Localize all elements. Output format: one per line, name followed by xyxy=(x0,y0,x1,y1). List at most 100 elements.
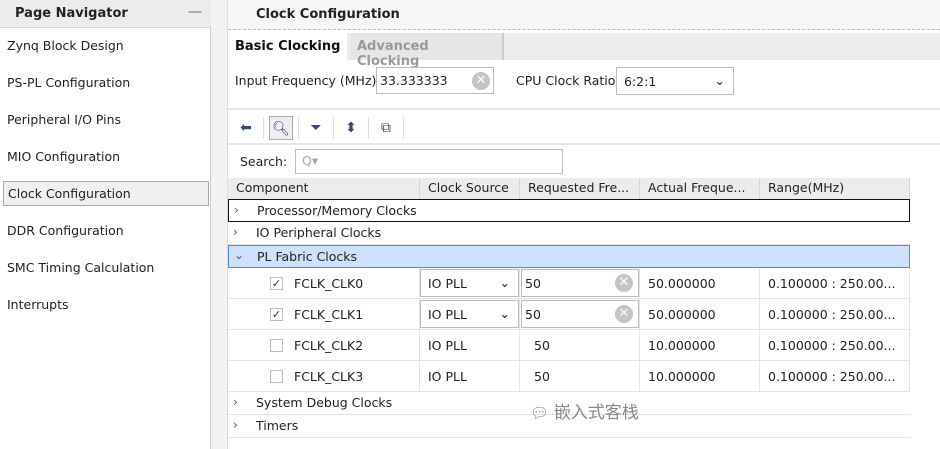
table-row[interactable]: ✓ FCLK_CLK0 IO PLL ⌄ 50 ✕ 50.000000 0.1000… xyxy=(228,268,910,299)
navigator-title: Page Navigator xyxy=(15,6,128,21)
chevron-right-icon: › xyxy=(234,203,239,217)
clock-source-value: IO PLL xyxy=(428,368,467,384)
requested-frequency-value: 50 xyxy=(534,337,550,353)
actual-frequency: 10.000000 xyxy=(640,330,760,360)
requested-frequency-cell[interactable]: 50 ✕ xyxy=(520,299,640,329)
group-row-timers[interactable]: › Timers xyxy=(228,415,910,438)
enable-checkbox[interactable]: ✓ xyxy=(270,277,283,290)
input-frequency-value: 33.333333 xyxy=(380,73,448,88)
requested-frequency-cell: 50 xyxy=(520,330,640,360)
table-row[interactable]: ✓ FCLK_CLK1 IO PLL ⌄ 50 ✕ 50.000000 0.1000… xyxy=(228,299,910,330)
table-header: Component Clock Source Requested Fre... … xyxy=(228,178,910,199)
group-row-system-debug[interactable]: › System Debug Clocks xyxy=(228,392,910,415)
tab-basic-clocking[interactable]: Basic Clocking xyxy=(228,33,348,60)
range: 0.100000 : 250.00... xyxy=(760,268,910,298)
requested-frequency-cell[interactable]: 50 ✕ xyxy=(520,268,640,298)
group-row-io-peripheral[interactable]: › IO Peripheral Clocks xyxy=(228,222,910,245)
input-frequency-label: Input Frequency (MHz) xyxy=(235,73,377,88)
table-row[interactable]: FCLK_CLK2 IO PLL 50 10.000000 0.100000 :… xyxy=(228,330,910,361)
cpu-ratio-value: 6:2:1 xyxy=(624,74,657,89)
column-actual-frequency[interactable]: Actual Freque... xyxy=(640,178,760,199)
actual-frequency: 10.000000 xyxy=(640,361,760,391)
nav-item-mio-configuration[interactable]: MIO Configuration xyxy=(7,149,121,164)
divider xyxy=(228,108,940,110)
clock-source-cell[interactable]: IO PLL ⌄ xyxy=(420,268,520,298)
group-row-processor-memory[interactable]: › Processor/Memory Clocks xyxy=(228,199,910,222)
enable-checkbox[interactable]: ✓ xyxy=(270,308,283,321)
back-icon[interactable]: ⬅ xyxy=(240,120,252,136)
column-clock-source[interactable]: Clock Source xyxy=(420,178,520,199)
requested-frequency-cell: 50 xyxy=(520,361,640,391)
cpu-ratio-select[interactable]: 6:2:1 ⌄ xyxy=(616,67,734,95)
clock-source-select[interactable]: IO PLL ⌄ xyxy=(420,269,519,297)
collapse-all-icon[interactable]: ⏷ xyxy=(310,120,322,136)
chevron-down-icon: ⌄ xyxy=(499,275,510,290)
range: 0.100000 : 250.00... xyxy=(760,299,910,329)
minimize-icon[interactable]: — xyxy=(188,4,202,20)
nav-item-zynq-block-design[interactable]: Zynq Block Design xyxy=(7,38,124,53)
watermark: 💬︎ 嵌入式客栈 xyxy=(530,398,639,423)
nav-item-clock-configuration[interactable]: Clock Configuration xyxy=(3,181,209,206)
group-row-pl-fabric[interactable]: ⌄ PL Fabric Clocks xyxy=(228,245,910,268)
chevron-right-icon: › xyxy=(233,395,238,409)
clock-source-cell: IO PLL xyxy=(420,361,520,391)
chevron-down-icon: ⌄ xyxy=(499,306,510,321)
clock-name: FCLK_CLK2 xyxy=(294,338,364,353)
clock-config-panel: Clock Configuration Basic Clocking Advan… xyxy=(228,0,940,449)
clock-source-value: IO PLL xyxy=(428,276,467,291)
search-input[interactable]: Q▾ xyxy=(295,149,563,174)
chevron-down-icon: ⌄ xyxy=(714,73,725,88)
clock-source-cell[interactable]: IO PLL ⌄ xyxy=(420,299,520,329)
clock-source-value: IO PLL xyxy=(428,337,467,353)
requested-frequency-value: 50 xyxy=(534,368,550,384)
nav-item-ddr-configuration[interactable]: DDR Configuration xyxy=(7,223,124,238)
watermark-text: 嵌入式客栈 xyxy=(553,403,639,423)
column-requested-frequency[interactable]: Requested Fre... xyxy=(520,178,640,199)
clock-name: FCLK_CLK3 xyxy=(294,369,364,384)
component-cell: FCLK_CLK3 xyxy=(228,361,420,391)
page-navigator: Page Navigator — Zynq Block Design PS-PL… xyxy=(0,0,211,449)
group-label: PL Fabric Clocks xyxy=(257,249,358,264)
panel-header: Clock Configuration xyxy=(228,0,940,30)
group-label: IO Peripheral Clocks xyxy=(256,225,382,240)
group-label: Processor/Memory Clocks xyxy=(257,203,417,218)
navigator-header: Page Navigator — xyxy=(0,0,211,28)
splitter[interactable] xyxy=(211,0,228,449)
actual-frequency: 50.000000 xyxy=(640,268,760,298)
nav-item-peripheral-io-pins[interactable]: Peripheral I/O Pins xyxy=(7,112,122,127)
column-component[interactable]: Component xyxy=(228,178,420,199)
chevron-right-icon: › xyxy=(233,225,238,239)
range: 0.100000 : 250.00... xyxy=(760,330,910,360)
hierarchy-icon[interactable]: ⧉ xyxy=(381,120,391,136)
nav-item-interrupts[interactable]: Interrupts xyxy=(7,297,69,312)
enable-checkbox[interactable] xyxy=(270,370,283,383)
clock-source-cell: IO PLL xyxy=(420,330,520,360)
tab-advanced-clocking[interactable]: Advanced Clocking xyxy=(350,33,504,69)
requested-frequency-value: 50 xyxy=(525,307,541,322)
chevron-down-icon: ⌄ xyxy=(234,248,245,262)
chevron-right-icon: › xyxy=(233,418,238,432)
actual-frequency: 50.000000 xyxy=(640,299,760,329)
group-label: Timers xyxy=(256,418,299,433)
column-range[interactable]: Range(MHz) xyxy=(760,178,910,199)
clock-source-select[interactable]: IO PLL ⌄ xyxy=(420,300,519,328)
clear-icon[interactable]: ✕ xyxy=(615,305,633,323)
clock-name: FCLK_CLK0 xyxy=(294,276,364,291)
component-cell: ✓ FCLK_CLK1 xyxy=(228,299,420,329)
nav-item-ps-pl-configuration[interactable]: PS-PL Configuration xyxy=(7,75,131,90)
clock-name: FCLK_CLK1 xyxy=(294,307,364,322)
expand-all-icon[interactable]: ⬍ xyxy=(345,120,357,136)
table-row[interactable]: FCLK_CLK3 IO PLL 50 10.000000 0.100000 :… xyxy=(228,361,910,392)
clear-icon[interactable]: ✕ xyxy=(615,274,633,292)
enable-checkbox[interactable] xyxy=(270,339,283,352)
page-title: Clock Configuration xyxy=(256,7,400,22)
group-label: System Debug Clocks xyxy=(256,395,393,410)
search-icon: Q▾ xyxy=(302,153,319,168)
clear-icon[interactable]: ✕ xyxy=(472,72,490,90)
requested-frequency-value: 50 xyxy=(525,276,541,291)
nav-item-smc-timing[interactable]: SMC Timing Calculation xyxy=(7,260,155,275)
search-toggle-icon[interactable]: 🔍︎ xyxy=(269,116,293,140)
clock-source-value: IO PLL xyxy=(428,307,467,322)
wechat-icon: 💬︎ xyxy=(530,404,554,422)
search-label: Search: xyxy=(240,154,288,169)
